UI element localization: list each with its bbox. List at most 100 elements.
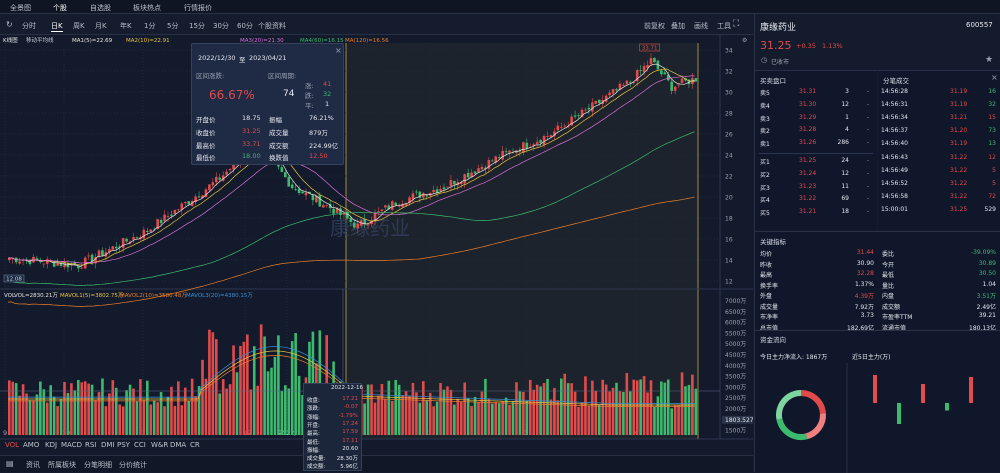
toolbar-period-3[interactable]: 月K: [95, 22, 107, 30]
trade-row-8-price: 31.22: [950, 192, 968, 200]
toolbar-period-5[interactable]: 1分: [144, 22, 156, 30]
volume-bar-18: [70, 383, 73, 435]
indicator-tab-4[interactable]: RSI: [85, 441, 97, 449]
indicator-row-2-label1: 最高: [760, 272, 773, 279]
candle-body-171: [597, 99, 601, 104]
toolbar-period-10[interactable]: 个股资料: [258, 22, 286, 30]
candle-body-82: [290, 184, 294, 189]
toolbar-period-8[interactable]: 30分: [213, 22, 229, 30]
indicator-tab-3[interactable]: MACD: [61, 441, 82, 449]
volume-bar-115: [404, 391, 408, 435]
indicator-row-2-label2: 最低: [882, 272, 895, 279]
range-row-1-label2: 成交量: [269, 129, 289, 137]
range-row-0-label2: 振幅: [269, 116, 282, 124]
tooltip-row-4-value: 17.59: [342, 429, 358, 436]
volume-bar-166: [580, 402, 584, 435]
price-tick-8: 18: [725, 216, 733, 223]
range-down-value: 32: [323, 90, 332, 98]
panel-close-icon[interactable]: ×: [991, 73, 998, 82]
info-tab-2[interactable]: 分笔明细: [84, 461, 112, 469]
indicator-tab-1[interactable]: AMO: [23, 441, 40, 449]
toolbar-period-9[interactable]: 60分: [237, 22, 253, 30]
volume-bar-81: [287, 388, 291, 435]
ask-row-2-label: 卖3: [760, 115, 770, 123]
volume-bar-90: [318, 330, 322, 435]
menu-icon[interactable]: ▤: [6, 459, 14, 468]
toolbar-tool-1[interactable]: 叠加: [671, 22, 685, 30]
volume-bar-54: [194, 396, 197, 435]
candle-body-99: [349, 217, 353, 222]
candle-body-83: [294, 189, 297, 191]
indicator-tab-6[interactable]: PSY: [117, 441, 130, 449]
indicator-tab-10[interactable]: CR: [190, 441, 200, 449]
candle-body-124: [435, 189, 439, 193]
indicator-tab-8[interactable]: W&R: [151, 441, 169, 449]
volume-bar-61: [218, 393, 222, 435]
candle-body-14: [56, 263, 59, 266]
nav-0[interactable]: 全景图: [10, 4, 31, 12]
indicator-row-6-value2: 39.21: [978, 312, 996, 319]
toolbar-period-6[interactable]: 5分: [167, 22, 179, 30]
toolbar-tool-0[interactable]: 前复权: [644, 22, 665, 30]
nav-3[interactable]: 板块热点: [133, 4, 161, 12]
expand-icon[interactable]: ⛶: [733, 19, 740, 29]
volume-bar-55: [197, 386, 201, 435]
five-day-label: 近5日主力(万): [852, 354, 891, 361]
indicator-tab-0[interactable]: VOL: [5, 441, 20, 449]
indicator-row-6-label2: 市盈率TTM: [882, 314, 913, 321]
clock-icon: ◷: [761, 56, 768, 64]
volume-bar-83: [294, 333, 297, 435]
volume-bar-163: [570, 383, 573, 435]
volume-bar-45: [163, 406, 166, 435]
candle-body-64: [228, 168, 232, 171]
toolbar-period-1[interactable]: 日K: [51, 22, 63, 32]
candle-body-55: [197, 196, 201, 198]
toolbar-tool-2[interactable]: 画线: [694, 22, 708, 30]
indicator-tab-5[interactable]: DMI: [101, 441, 115, 449]
indicator-tab-7[interactable]: CCI: [134, 441, 146, 449]
toolbar-period-7[interactable]: 15分: [189, 22, 205, 30]
volume-bar-109: [384, 398, 387, 435]
volume-bar-187: [653, 406, 656, 435]
candle-body-158: [553, 131, 556, 137]
chart-canvas[interactable]: 34 32 30 28 26 24 22 20 18 16 14 12 7000万 6500万 6000万 5…: [0, 35, 754, 455]
star-icon[interactable]: ★: [985, 55, 994, 65]
candle-body-15: [59, 262, 63, 266]
candle-body-157: [549, 135, 553, 137]
volume-bar-181: [632, 379, 636, 435]
kline-chart[interactable]: 34 32 30 28 26 24 22 20 18 16 14 12 7000万 6500万 6000万 5…: [0, 35, 754, 455]
toolbar-refresh-icon[interactable]: ↻: [6, 20, 13, 29]
nav-1[interactable]: 个股: [53, 4, 67, 12]
bid-row-4-dash: -: [867, 208, 870, 216]
candle-body-86: [304, 192, 308, 196]
five-day-bar-3: [945, 403, 949, 411]
indicator-tab-2[interactable]: KDJ: [45, 441, 58, 449]
vol-tick-8: 3000万: [725, 384, 746, 391]
range-flat-value: 1: [325, 100, 330, 108]
toolbar-period-0[interactable]: 分时: [22, 22, 36, 30]
volume-bar-194: [677, 405, 680, 435]
selection-range-shade: [346, 43, 698, 439]
info-tab-0[interactable]: 资讯: [26, 461, 40, 469]
nav-4[interactable]: 行情报价: [184, 4, 212, 12]
info-tab-3[interactable]: 分价统计: [119, 461, 147, 469]
indicator-row-3-label1: 换手率: [760, 282, 779, 290]
volume-bar-129: [453, 404, 456, 435]
volume-bar-2: [14, 383, 18, 435]
toolbar-period-2[interactable]: 周K: [73, 22, 85, 30]
bid-row-3-vol: 69: [841, 195, 849, 203]
volume-bar-14: [56, 406, 59, 435]
toolbar-period-4[interactable]: 年K: [120, 22, 132, 30]
five-day-bar-0: [873, 375, 877, 403]
indicator-tab-9[interactable]: DMA: [170, 441, 187, 449]
toolbar-tool-3[interactable]: 工具: [717, 22, 731, 30]
tooltip-row-2-label: 涨幅:: [307, 414, 320, 421]
volume-bar-156: [546, 379, 549, 435]
close-icon[interactable]: ×: [335, 46, 342, 55]
indicator-row-4-value1: 4.39万: [854, 293, 874, 300]
volume-bar-37: [135, 401, 139, 435]
candle-body-61: [218, 177, 222, 180]
nav-2[interactable]: 自选股: [90, 4, 111, 12]
info-tab-1[interactable]: 所属板块: [48, 461, 76, 469]
volume-bar-117: [411, 382, 415, 435]
